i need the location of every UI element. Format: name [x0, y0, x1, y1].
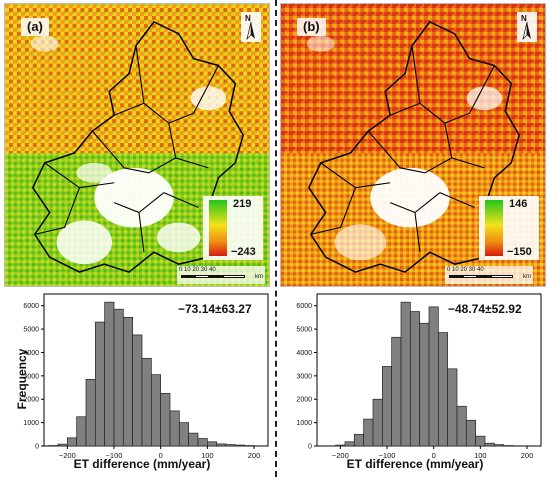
histogram-bar [344, 441, 355, 447]
x-tick-label: 200 [248, 451, 261, 460]
y-tick-label: 1000 [296, 420, 312, 427]
panel-a-label: (a) [21, 18, 49, 36]
x-tick-label: 0 [432, 451, 436, 460]
histogram-bar [381, 366, 393, 447]
histogram-bar [363, 418, 374, 447]
y-tick-label: 1000 [23, 420, 39, 427]
histogram-bar [335, 444, 346, 447]
north-arrow-icon: N [517, 12, 537, 42]
histogram-bar [409, 311, 421, 447]
histogram-bar [475, 435, 486, 447]
y-tick-label: 2000 [296, 397, 312, 404]
histogram-bar [493, 444, 505, 447]
histogram-bar [484, 442, 495, 447]
legend-b: 146 −150 [479, 196, 539, 260]
scale-bar-a: 0 10 20 30 40 km [177, 266, 265, 284]
x-axis-label-b: ET difference (mm/year) [346, 457, 484, 471]
legend-gradient-a [209, 200, 227, 256]
scale-ticks-a: 0 10 20 30 40 [179, 267, 216, 273]
legend-min-a: −243 [231, 246, 256, 258]
stat-b: −48.74±52.92 [448, 302, 522, 316]
histogram-b-plot: 0 1000 2000 3000 4000 5000 6000 −200 −100 0 100 200 [296, 293, 542, 460]
scale-ticks-b: 0 10 20 30 40 [447, 267, 484, 273]
histogram-bar [160, 393, 171, 447]
y-tick-label: 3000 [23, 373, 39, 380]
histogram-bar [197, 438, 208, 447]
histogram-bar [465, 419, 477, 447]
x-tick-label: 100 [201, 451, 214, 460]
histogram-bar [113, 308, 124, 447]
x-tick-label: 200 [521, 451, 534, 460]
histogram-bar [66, 437, 78, 447]
y-tick-label: 0 [308, 444, 312, 451]
x-tick-label: 0 [159, 451, 163, 460]
y-tick-label: 5000 [23, 327, 39, 334]
y-tick-label: 3000 [296, 373, 312, 380]
histogram-bar [132, 334, 143, 447]
histogram-bar [150, 374, 162, 447]
histogram-bar [225, 444, 236, 447]
histogram-a: 0 1000 2000 3000 4000 5000 6000 −200 −100 0 100 200… [10, 288, 274, 471]
y-tick-label: 6000 [23, 303, 39, 310]
y-tick-label: 4000 [296, 350, 312, 357]
svg-text:N: N [245, 14, 251, 23]
histogram-bar [206, 441, 218, 447]
histogram-bar [391, 336, 402, 447]
legend-min-b: −150 [507, 246, 532, 258]
map-panel-b: (b) N 146 −150 0 10 20 30 40 km [280, 3, 546, 287]
x-tick-label: −200 [332, 451, 349, 460]
histogram-bar [122, 317, 134, 447]
x-tick-label: −100 [106, 451, 123, 460]
histogram-bar [85, 379, 96, 447]
legend-gradient-b [485, 200, 503, 256]
histogram-bar [76, 416, 87, 447]
histogram-bar [178, 422, 190, 447]
x-tick-label: −200 [59, 451, 76, 460]
histogram-bar [216, 443, 227, 447]
histogram-bar [94, 321, 106, 447]
histogram-bar [234, 444, 246, 447]
scale-bar-b: 0 10 20 30 40 km [445, 266, 533, 284]
y-tick-label: 6000 [296, 303, 312, 310]
histogram-bar [447, 368, 458, 447]
x-axis-label-a: ET difference (mm/year) [73, 457, 211, 471]
panel-b-label: (b) [297, 18, 326, 36]
histogram-bar [400, 301, 411, 447]
svg-text:N: N [521, 14, 527, 23]
histogram-bar [437, 332, 449, 447]
histogram-bar [419, 322, 430, 447]
panel-divider [275, 0, 277, 477]
north-arrow-icon: N [241, 12, 261, 42]
legend-max-b: 146 [509, 198, 528, 210]
x-tick-label: −100 [379, 451, 396, 460]
scale-unit-a: km [255, 274, 263, 280]
y-tick-label: 0 [35, 444, 39, 451]
histogram-bar [456, 405, 467, 447]
histogram-bar [353, 433, 365, 447]
map-panel-a: (a) N 219 −243 0 10 20 30 40 km [4, 3, 270, 287]
scale-unit-b: km [523, 274, 531, 280]
histogram-bar [104, 301, 115, 447]
y-tick-label: 4000 [23, 350, 39, 357]
y-tick-label: 5000 [296, 327, 312, 334]
histogram-bar [169, 410, 180, 447]
legend-a: 219 −243 [203, 196, 263, 260]
legend-max-a: 219 [233, 198, 252, 210]
histogram-bar [188, 432, 199, 447]
histogram-bar [141, 357, 152, 447]
y-tick-label: 2000 [23, 397, 39, 404]
stat-a: −73.14±63.27 [178, 302, 252, 316]
histogram-bar [428, 306, 439, 447]
histogram-bar [372, 398, 383, 447]
histogram-b: 0 1000 2000 3000 4000 5000 6000 −200 −100 0 100 200… [283, 288, 547, 471]
histogram-a-plot: 0 1000 2000 3000 4000 5000 6000 −200 −100 0 100 200 [23, 293, 269, 460]
histogram-bar [57, 443, 68, 447]
x-tick-label: 100 [474, 451, 487, 460]
